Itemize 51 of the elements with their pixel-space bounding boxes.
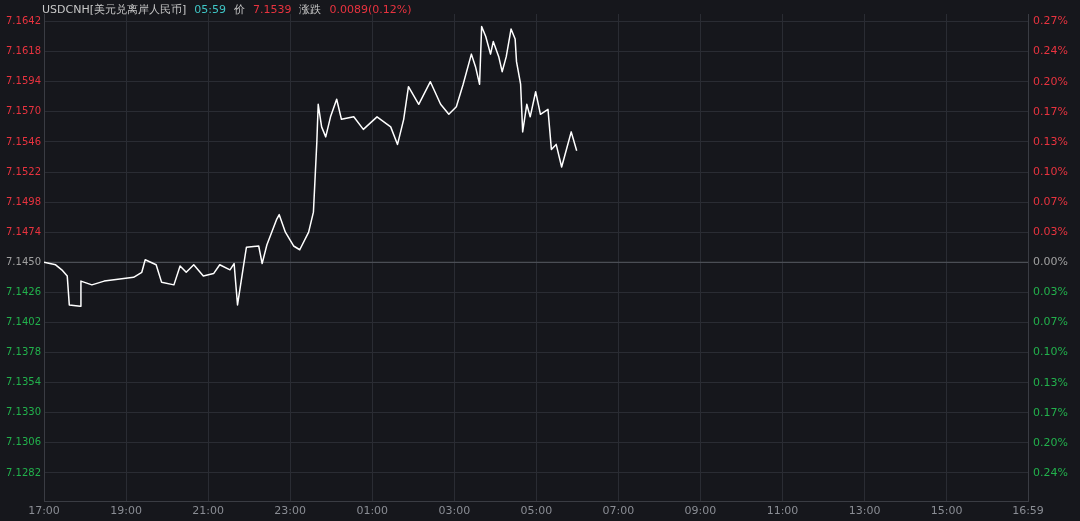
annotation: 0.0089(0.12%) <box>329 3 412 16</box>
x-tick-label: 03:00 <box>438 504 471 518</box>
x-tick-label: 13:00 <box>848 504 881 518</box>
y-tick-label: 7.1618 <box>6 45 41 57</box>
annotation: 价 <box>233 3 245 16</box>
y-tick-label: 7.1642 <box>6 15 41 27</box>
y-tick-label: 7.1522 <box>6 165 41 177</box>
y2-tick-label: 0.17% <box>1033 405 1068 419</box>
y2-tick-label: 0.03% <box>1033 225 1068 239</box>
annotation: 05:59 <box>194 3 226 16</box>
annotation: 7.1539 <box>252 3 292 16</box>
y-tick-label: 7.1402 <box>6 316 41 328</box>
y2-tick-label: 0.13% <box>1033 134 1068 148</box>
y-tick-label: 7.1450 <box>6 255 41 267</box>
x-tick-label: 17:00 <box>28 504 60 518</box>
y2-tick-label: 0.13% <box>1033 375 1068 389</box>
y-tick-label: 7.1594 <box>6 75 41 87</box>
y2-tick-label: 0.07% <box>1033 315 1068 329</box>
x-tick-label: 01:00 <box>356 504 389 518</box>
chart-title: USDCNH[美元兑离岸人民币] <box>42 3 187 16</box>
x-tick-label: 19:00 <box>110 504 142 518</box>
x-tick-label: 23:00 <box>274 504 307 518</box>
y2-tick-label: 0.10% <box>1033 345 1068 359</box>
y2-tick-label: 0.24% <box>1033 465 1068 479</box>
x-tick-label: 05:00 <box>520 504 553 518</box>
y-tick-label: 7.1282 <box>6 466 41 478</box>
y-tick-label: 7.1546 <box>6 135 41 147</box>
x-tick-label: 16:59 <box>1012 504 1044 518</box>
y2-tick-label: 0.20% <box>1033 435 1068 449</box>
y2-tick-label: 0.00% <box>1033 255 1068 269</box>
annotation: 涨跌 <box>299 3 322 16</box>
y-tick-label: 7.1354 <box>6 376 41 388</box>
y2-tick-label: 0.17% <box>1033 104 1068 118</box>
y2-tick-label: 0.24% <box>1033 44 1068 58</box>
x-tick-label: 21:00 <box>192 504 224 518</box>
y2-tick-label: 0.03% <box>1033 285 1068 299</box>
y-tick-label: 7.1426 <box>6 285 41 297</box>
y-tick-label: 7.1306 <box>6 436 41 448</box>
y2-tick-label: 0.07% <box>1033 194 1068 208</box>
x-tick-label: 11:00 <box>766 504 799 518</box>
y-tick-label: 7.1378 <box>6 346 41 358</box>
x-tick-label: 09:00 <box>684 504 717 518</box>
y2-tick-label: 0.27% <box>1033 14 1068 28</box>
x-tick-label: 15:00 <box>930 504 963 518</box>
y-tick-label: 7.1474 <box>6 225 41 237</box>
y2-tick-label: 0.10% <box>1033 164 1068 178</box>
y2-tick-label: 0.20% <box>1033 74 1068 88</box>
y-tick-label: 7.1498 <box>6 195 41 207</box>
y-tick-label: 7.1330 <box>6 406 41 418</box>
y-tick-label: 7.1570 <box>6 105 41 117</box>
x-tick-label: 07:00 <box>602 504 635 518</box>
